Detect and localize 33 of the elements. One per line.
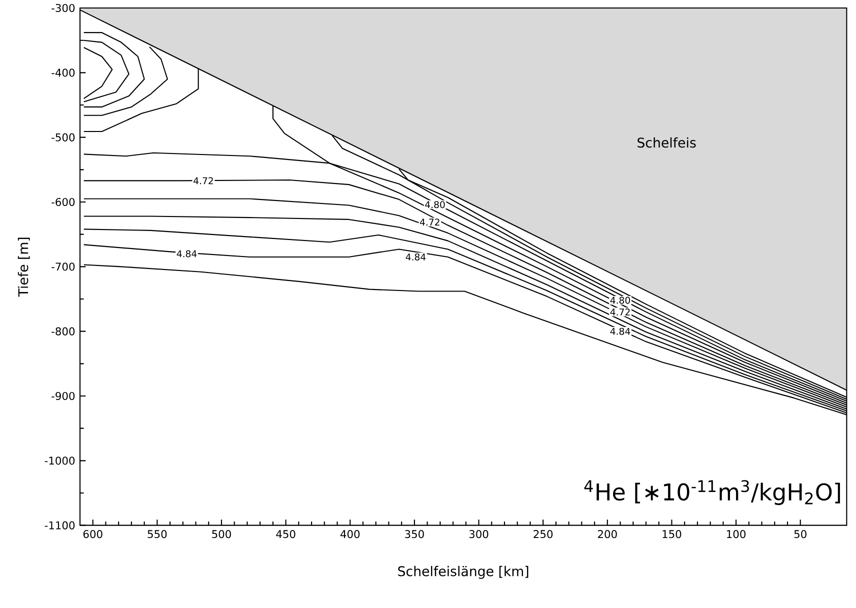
y-tick-label: -400: [52, 68, 75, 77]
x-tick-label: 50: [794, 530, 806, 538]
y-tick-label: -600: [52, 198, 75, 206]
y-tick-label: -900: [52, 392, 75, 400]
annotation: 4.80: [610, 296, 630, 304]
x-tick-label: 100: [727, 530, 746, 538]
annotation: 4.72: [610, 308, 630, 316]
y-tick-label: -300: [52, 4, 75, 12]
x-tick-label: 500: [212, 530, 231, 538]
annotation: 4.84: [406, 253, 426, 260]
y-tick-label: -1000: [44, 456, 75, 465]
annotation: 4.84: [610, 328, 630, 335]
annotation: 4.72: [194, 177, 213, 184]
y-tick-label: -500: [52, 133, 75, 142]
annotation: 4.80: [425, 201, 445, 208]
x-tick-label: 300: [469, 530, 488, 538]
x-tick-label: 350: [405, 530, 424, 538]
x-tick-label: 250: [534, 530, 553, 538]
y-axis-title: Tiefe [m]: [18, 238, 30, 297]
y-tick-label: -1100: [44, 521, 75, 530]
x-tick-label: 400: [340, 530, 360, 538]
y-tick-label: -800: [52, 327, 75, 336]
annotation: 4.84: [176, 250, 197, 258]
x-tick-label: 200: [598, 530, 617, 538]
annotation: 4.72: [420, 218, 440, 226]
x-tick-label: 450: [276, 530, 296, 538]
x-axis-title: Schelfeislänge [km]: [398, 566, 528, 579]
y-tick-label: -700: [52, 262, 75, 271]
x-tick-label: 600: [83, 530, 102, 538]
x-tick-label: 150: [662, 530, 682, 538]
x-tick-label: 550: [148, 530, 167, 538]
series-label: Schelfeis: [638, 137, 696, 148]
annotation: $^{4}$He [∗10$^{-11}$m$^{3}$/kgH$_{2}$O]: [584, 480, 840, 506]
